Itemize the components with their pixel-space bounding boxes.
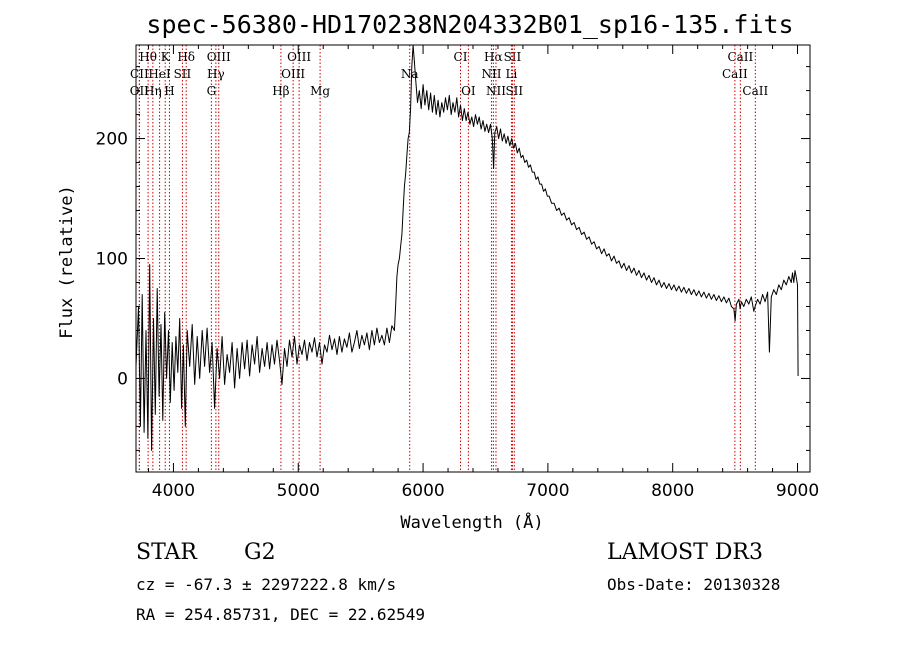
spectral-line-label: Hθ xyxy=(139,50,157,64)
y-axis-ticks: 0 100 200 xyxy=(96,66,810,451)
x-tick-label: 6000 xyxy=(401,481,444,501)
plot-frame xyxy=(135,44,811,473)
observation-date: Obs-Date: 20130328 xyxy=(607,575,780,594)
ra-dec: RA = 254.85731, DEC = 22.62549 xyxy=(136,605,425,624)
spectral-line-label: Hδ xyxy=(177,50,195,64)
object-class: STAR xyxy=(136,540,198,565)
spectral-line-label: SII xyxy=(174,67,192,81)
spectral-line-label: CI xyxy=(454,50,468,64)
x-axis-label: Wavelength (Å) xyxy=(400,511,543,533)
spectral-line-label: H xyxy=(164,84,174,98)
spectral-line-label: G xyxy=(207,84,217,98)
spectral-line-label: SII xyxy=(504,50,522,64)
spectral-line-label: HeI xyxy=(148,67,171,81)
spectral-line-label: OIII xyxy=(281,67,305,81)
spectral-line-label: Hα xyxy=(484,50,503,64)
spectral-line-label: Na xyxy=(401,67,419,81)
spectrum-series xyxy=(135,44,799,451)
y-axis-label: Flux (relative) xyxy=(57,185,77,339)
survey-name: LAMOST DR3 xyxy=(607,540,763,565)
x-tick-label: 4000 xyxy=(152,481,195,501)
spectral-line-label: Hη xyxy=(144,84,162,98)
spectral-line-label: Li xyxy=(506,67,518,81)
x-tick-label: 8000 xyxy=(651,481,694,501)
y-tick-label: 0 xyxy=(117,369,128,389)
spectral-line-label: K xyxy=(161,50,171,64)
object-subclass: G2 xyxy=(244,540,276,565)
redshift-cz: cz = -67.3 ± 2297222.8 km/s xyxy=(136,575,396,594)
spectral-line-label: CaII xyxy=(727,50,753,64)
spectral-line-label: OIII xyxy=(207,50,231,64)
spectral-line-label: Mg xyxy=(310,84,330,98)
spectral-line-label: Hβ xyxy=(272,84,289,98)
spectral-line-label: OI xyxy=(461,84,476,98)
spectral-line-label: NII xyxy=(486,84,506,98)
x-axis-ticks: 4000 5000 6000 7000 8000 9000 xyxy=(147,45,819,501)
spectral-line-label: Hγ xyxy=(207,67,225,81)
spectral-line-label: CaII xyxy=(742,84,768,98)
x-tick-label: 7000 xyxy=(526,481,569,501)
spectral-line-label: SII xyxy=(505,84,523,98)
y-tick-label: 200 xyxy=(96,130,128,150)
x-tick-label: 9000 xyxy=(776,481,819,501)
spectrum-line xyxy=(135,44,799,451)
spectral-line-label: OIII xyxy=(287,50,311,64)
y-tick-label: 100 xyxy=(96,250,128,270)
spectral-line-label: NII xyxy=(481,67,501,81)
spectral-line-label: CaII xyxy=(722,67,748,81)
x-tick-label: 5000 xyxy=(277,481,320,501)
chart-title: spec-56380-HD170238N204332B01_sp16-135.f… xyxy=(146,10,793,39)
